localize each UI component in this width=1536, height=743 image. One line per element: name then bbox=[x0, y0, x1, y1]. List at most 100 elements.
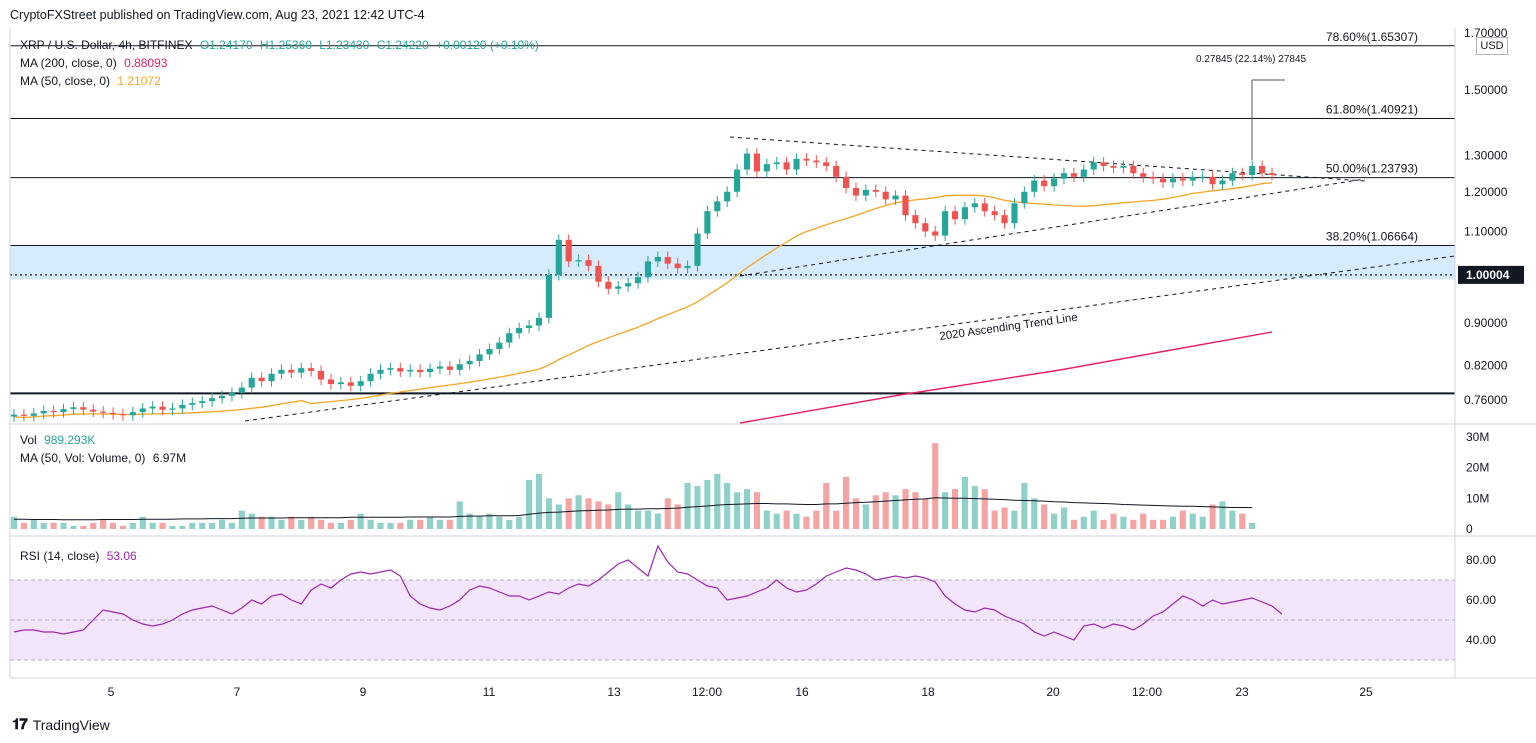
volume-bar bbox=[1041, 504, 1048, 529]
publisher-caption: CryptoFXStreet published on TradingView.… bbox=[10, 8, 425, 22]
volume-bar bbox=[743, 489, 751, 529]
candle-body bbox=[407, 369, 414, 372]
candle-body bbox=[40, 410, 47, 414]
volume-tick-label: 0 bbox=[1466, 522, 1473, 536]
volume-bar bbox=[704, 479, 711, 529]
volume-bar bbox=[763, 510, 770, 529]
candle-body bbox=[783, 162, 790, 170]
candle-body bbox=[1100, 162, 1107, 166]
volume-bar bbox=[228, 522, 235, 529]
tradingview-logo[interactable]: 𝟏𝟕 TradingView bbox=[12, 716, 110, 733]
fib-label: 78.60%(1.65307) bbox=[1326, 30, 1418, 44]
rsi-pane[interactable] bbox=[10, 544, 1455, 661]
symbol-legend[interactable]: XRP / U.S. Dollar, 4h, BITFINEX O1.24170… bbox=[20, 38, 543, 52]
ohlc-close: C1.24220 bbox=[376, 38, 429, 52]
candle-body bbox=[625, 283, 632, 287]
candle-body bbox=[248, 377, 255, 388]
price-pane[interactable]: 78.60%(1.65307) 61.80%(1.40921) 50.00%(1.2… bbox=[10, 30, 1456, 424]
volume-bar bbox=[268, 516, 275, 529]
currency-badge[interactable]: USD bbox=[1476, 37, 1508, 55]
candle-body bbox=[209, 398, 216, 402]
volume-bar bbox=[70, 525, 77, 529]
volume-bar bbox=[308, 516, 315, 529]
volume-bar bbox=[565, 498, 572, 529]
candle-body bbox=[1090, 162, 1097, 170]
ma200-legend[interactable]: MA (200, close, 0) 0.88093 bbox=[20, 56, 171, 70]
volume-bar bbox=[1060, 507, 1068, 529]
price-tick-label: 1.20000 bbox=[1464, 185, 1508, 199]
rsi-line bbox=[13, 544, 1283, 641]
time-tick-label: 25 bbox=[1359, 685, 1373, 699]
volume-pane[interactable] bbox=[10, 443, 1256, 529]
candle-body bbox=[585, 260, 592, 266]
rsi-legend[interactable]: RSI (14, close) 53.06 bbox=[20, 549, 141, 563]
candle-body bbox=[1130, 165, 1137, 174]
price-tick-label: 1.50000 bbox=[1464, 83, 1508, 97]
time-tick-label: 9 bbox=[360, 685, 367, 699]
volume-bar bbox=[456, 501, 463, 529]
volume-bar bbox=[80, 525, 87, 529]
current-price-box bbox=[1458, 265, 1524, 284]
volume-bar bbox=[248, 513, 255, 529]
candle-body bbox=[318, 370, 325, 380]
candle-body bbox=[288, 369, 295, 373]
candle-body bbox=[1120, 165, 1127, 168]
ma200-line bbox=[739, 331, 1273, 424]
time-tick-label: 23 bbox=[1235, 685, 1249, 699]
volume-bar bbox=[417, 519, 424, 529]
candle-body bbox=[1249, 165, 1256, 175]
volume-bar bbox=[139, 516, 146, 529]
volume-bar bbox=[615, 492, 622, 529]
symbol-name[interactable]: XRP / U.S. Dollar, 4h, BITFINEX bbox=[20, 38, 193, 52]
candle-body bbox=[506, 333, 513, 343]
candle-body bbox=[397, 368, 404, 372]
volume-bar bbox=[922, 498, 929, 529]
candle-body bbox=[694, 233, 701, 266]
volume-bar bbox=[1159, 519, 1167, 529]
volume-bar bbox=[199, 522, 206, 529]
candle-body bbox=[228, 392, 235, 396]
candle-body bbox=[823, 162, 830, 166]
candle-body bbox=[763, 164, 770, 172]
candle-body bbox=[60, 409, 67, 413]
volume-bar bbox=[298, 519, 305, 529]
volume-bar bbox=[1100, 519, 1107, 529]
volume-legend[interactable]: Vol 989.293K bbox=[20, 433, 99, 447]
volume-bar bbox=[664, 498, 671, 529]
ma50-legend[interactable]: MA (50, close, 0) 1.21072 bbox=[20, 74, 165, 88]
volume-bar bbox=[50, 522, 57, 529]
candle-body bbox=[50, 410, 57, 413]
candle-body bbox=[605, 281, 612, 289]
candle-body bbox=[1209, 176, 1216, 185]
vol-ma-legend[interactable]: MA (50, Vol: Volume, 0) 6.97M bbox=[20, 451, 190, 465]
volume-bar bbox=[1189, 513, 1196, 529]
volume-bar bbox=[724, 483, 731, 529]
tradingview-logo-icon: 𝟏𝟕 bbox=[12, 716, 28, 733]
volume-bar bbox=[1130, 519, 1137, 529]
volume-bar bbox=[942, 492, 949, 529]
candle-body bbox=[1219, 180, 1226, 185]
candle-body bbox=[971, 203, 978, 208]
volume-bar bbox=[1090, 510, 1097, 529]
volume-bar bbox=[466, 513, 473, 529]
volume-bar bbox=[595, 501, 602, 529]
candle-body bbox=[30, 413, 37, 416]
candle-body bbox=[1199, 176, 1206, 178]
candle-body bbox=[149, 406, 156, 409]
volume-bar bbox=[347, 519, 354, 529]
candle-body bbox=[129, 412, 136, 416]
volume-bar bbox=[100, 519, 107, 529]
candle-body bbox=[575, 260, 582, 262]
volume-bar bbox=[1070, 519, 1077, 529]
candle-body bbox=[1159, 178, 1167, 183]
support-zone bbox=[10, 245, 1455, 280]
candle-body bbox=[743, 153, 751, 170]
volume-bar bbox=[793, 513, 800, 529]
ma50-value: 1.21072 bbox=[117, 74, 161, 88]
volume-bar bbox=[605, 504, 612, 529]
volume-bar bbox=[912, 492, 919, 529]
candle-body bbox=[1259, 165, 1266, 174]
candle-body bbox=[595, 265, 602, 282]
candle-body bbox=[1110, 165, 1117, 168]
